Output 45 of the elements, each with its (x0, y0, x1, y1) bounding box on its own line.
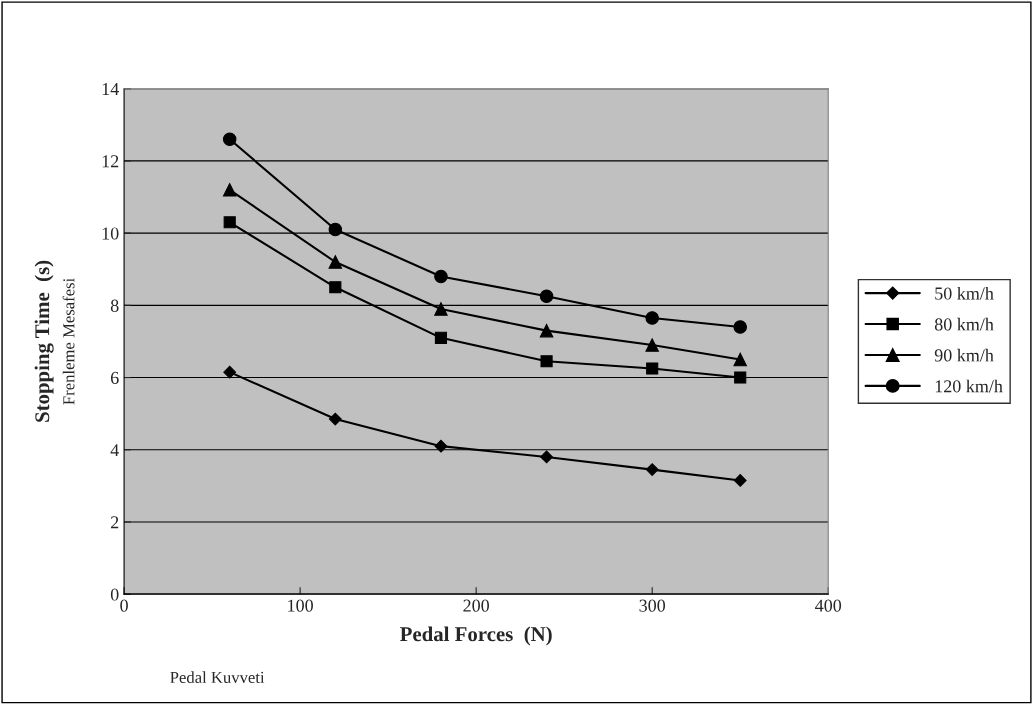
point (645, 311, 659, 325)
point (328, 412, 342, 426)
point (434, 269, 448, 284)
point (734, 371, 747, 384)
y-tick-label: 4 (110, 444, 119, 457)
point (645, 338, 659, 352)
y-tick-label: 0 (110, 588, 119, 601)
y-tick-label: 8 (110, 299, 119, 312)
x-tick-label: 0 (120, 599, 128, 612)
x-axis-title: Pedal Forces (N) (400, 626, 552, 646)
legend-label: 80 km/h (934, 317, 994, 331)
text: Frenleme Mesafesi (62, 278, 75, 405)
legend-label: 120 km/h (935, 379, 1003, 393)
point (733, 474, 747, 487)
y-tick-label: 2 (110, 516, 119, 529)
text: Pedal Kuvveti (170, 671, 265, 684)
point (222, 183, 237, 197)
point (733, 352, 747, 367)
x-tick-label: 200 (463, 599, 490, 612)
point (539, 323, 554, 338)
point (434, 439, 448, 453)
x-tick-label: 100 (288, 599, 313, 612)
point (328, 222, 343, 237)
point (539, 289, 554, 304)
point (434, 302, 448, 316)
point (434, 331, 448, 344)
point (223, 365, 237, 379)
point (645, 463, 659, 477)
y-tick-label: 10 (102, 227, 119, 240)
y-tick-label: 6 (110, 371, 119, 384)
point (733, 320, 747, 334)
y-tick-label: 12 (102, 155, 119, 168)
legend-label: 50 km/h (935, 286, 994, 300)
point (328, 255, 343, 269)
y-axis-title: Stopping Time (s) (34, 260, 54, 422)
legend-label: 90 km/h (934, 348, 994, 362)
point (329, 281, 342, 294)
x-tick-label: 300 (639, 599, 666, 612)
point (222, 132, 237, 147)
point (540, 355, 553, 368)
y-tick-label: 14 (102, 83, 119, 95)
x-tick-label: 400 (815, 599, 842, 612)
point (540, 450, 553, 464)
point (646, 362, 659, 375)
point (223, 216, 236, 229)
